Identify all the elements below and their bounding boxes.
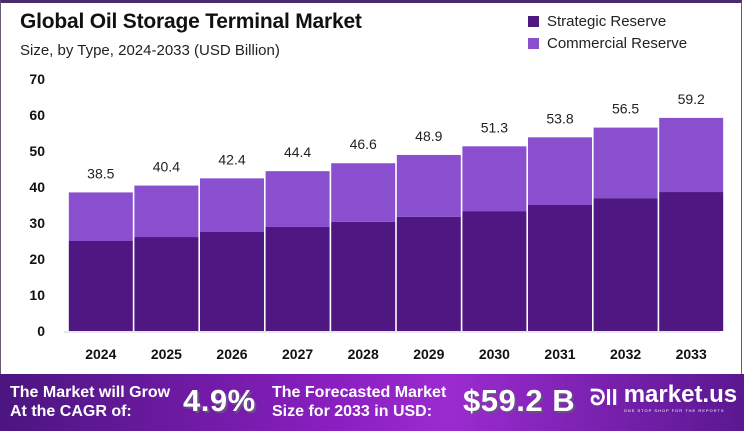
bar-commercial xyxy=(528,137,592,205)
logo-icon: ᘐll xyxy=(590,385,618,410)
cagr-label: The Market will Grow At the CAGR of: xyxy=(10,383,170,421)
bar-commercial xyxy=(200,178,264,232)
x-tick-label: 2027 xyxy=(282,346,313,362)
bar-strategic xyxy=(593,198,658,331)
total-data-label: 46.6 xyxy=(350,136,377,152)
bar-commercial xyxy=(659,117,724,193)
x-tick-label: 2031 xyxy=(544,346,575,362)
total-data-label: 44.4 xyxy=(284,144,311,160)
total-data-label: 51.3 xyxy=(481,119,508,135)
chart-title: Global Oil Storage Terminal Market xyxy=(20,10,362,33)
legend-item-strategic: Strategic Reserve xyxy=(528,10,687,32)
marketus-logo: ᘐll market.us ONE STOP SHOP FOR THE REPO… xyxy=(590,381,738,414)
cagr-label-line2: At the CAGR of: xyxy=(10,403,132,420)
legend-label-strategic: Strategic Reserve xyxy=(547,12,667,30)
legend-swatch-strategic xyxy=(528,15,539,27)
cagr-label-line1: The Market will Grow xyxy=(10,384,171,401)
x-tick-label: 2032 xyxy=(610,346,641,362)
bar-strategic xyxy=(396,216,461,331)
y-tick-label: 10 xyxy=(29,287,45,303)
x-tick-label: 2024 xyxy=(85,346,116,362)
legend-label-commercial: Commercial Reserve xyxy=(547,34,688,52)
bar-commercial xyxy=(265,171,330,227)
total-data-label: 38.5 xyxy=(87,165,114,181)
y-tick-label: 60 xyxy=(29,107,45,123)
y-tick-label: 40 xyxy=(29,179,45,195)
y-tick-label: 30 xyxy=(29,215,45,231)
y-tick-label: 0 xyxy=(37,323,45,339)
bar-strategic xyxy=(68,241,133,331)
logo-tagline: ONE STOP SHOP FOR THE REPORTS xyxy=(623,408,725,413)
bar-commercial xyxy=(68,192,133,241)
bar-commercial xyxy=(396,154,461,217)
x-tick-label: 2026 xyxy=(216,346,247,362)
bar-strategic xyxy=(659,192,724,331)
bar-strategic xyxy=(462,211,527,331)
total-data-label: 42.4 xyxy=(218,151,245,167)
x-tick-label: 2030 xyxy=(479,346,510,362)
y-tick-label: 70 xyxy=(29,71,45,87)
bar-commercial xyxy=(331,163,396,222)
summary-banner: The Market will Grow At the CAGR of: 4.9… xyxy=(0,374,744,431)
bar-chart: 01020304050607038.5202440.4202542.420264… xyxy=(29,71,724,362)
bar-strategic xyxy=(134,237,199,331)
total-data-label: 56.5 xyxy=(612,101,639,117)
logo-name: market.us xyxy=(623,381,738,408)
total-data-label: 53.8 xyxy=(546,110,573,126)
legend-swatch-commercial xyxy=(528,37,539,49)
bar-commercial xyxy=(593,127,658,199)
total-data-label: 59.2 xyxy=(678,91,705,107)
x-tick-label: 2029 xyxy=(413,346,444,362)
forecast-value: $59.2 B xyxy=(463,383,576,418)
cagr-value: 4.9% xyxy=(183,383,256,418)
bar-strategic xyxy=(265,226,330,331)
total-data-label: 48.9 xyxy=(415,128,442,144)
bar-strategic xyxy=(331,221,396,331)
legend: Strategic Reserve Commercial Reserve xyxy=(528,10,687,54)
forecast-label-line1: The Forecasted Market xyxy=(272,384,447,401)
bar-commercial xyxy=(134,185,199,238)
y-tick-label: 50 xyxy=(29,143,45,159)
total-data-label: 40.4 xyxy=(153,159,180,175)
bar-strategic xyxy=(528,205,592,331)
bar-commercial xyxy=(462,146,527,212)
x-tick-label: 2025 xyxy=(151,346,182,362)
y-tick-label: 20 xyxy=(29,251,45,267)
bar-strategic xyxy=(200,232,264,331)
x-tick-label: 2033 xyxy=(676,346,707,362)
chart-subtitle: Size, by Type, 2024-2033 (USD Billion) xyxy=(20,42,280,59)
x-tick-label: 2028 xyxy=(348,346,379,362)
legend-item-commercial: Commercial Reserve xyxy=(528,32,687,54)
forecast-label-line2: Size for 2033 in USD: xyxy=(272,403,433,420)
forecast-label: The Forecasted Market Size for 2033 in U… xyxy=(272,383,446,421)
